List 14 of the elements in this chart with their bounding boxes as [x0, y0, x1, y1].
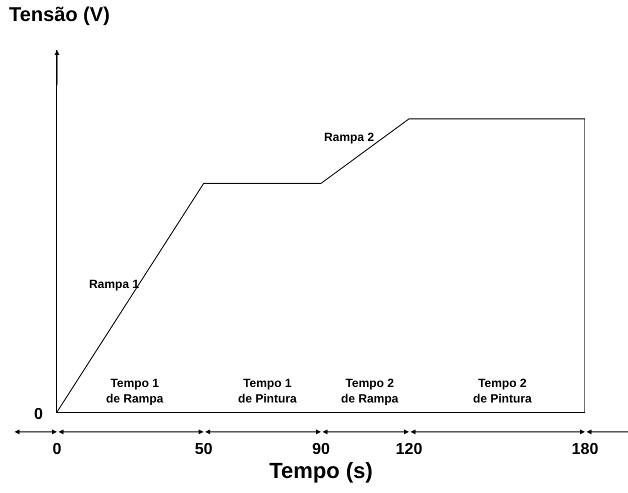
annotation: Tempo 2 de Pintura: [473, 376, 532, 406]
annotation: Rampa 2: [324, 130, 374, 144]
annotation: 0: [34, 406, 43, 423]
y-axis-title: Tensão (V): [9, 4, 110, 26]
x-tick-label: 90: [312, 441, 330, 458]
annotation: Tempo 2 de Rampa: [341, 376, 399, 406]
x-tick-label: 120: [396, 441, 422, 458]
x-axis-title: Tempo (s): [269, 458, 373, 484]
x-tick-label: 50: [194, 441, 213, 458]
annotation: Rampa 1: [89, 277, 140, 291]
annotation: Tempo 1 de Rampa: [106, 376, 164, 406]
x-tick-label: 180: [572, 441, 598, 458]
annotation: Tempo 1 de Pintura: [238, 376, 297, 406]
x-tick-label: 0: [52, 441, 62, 458]
